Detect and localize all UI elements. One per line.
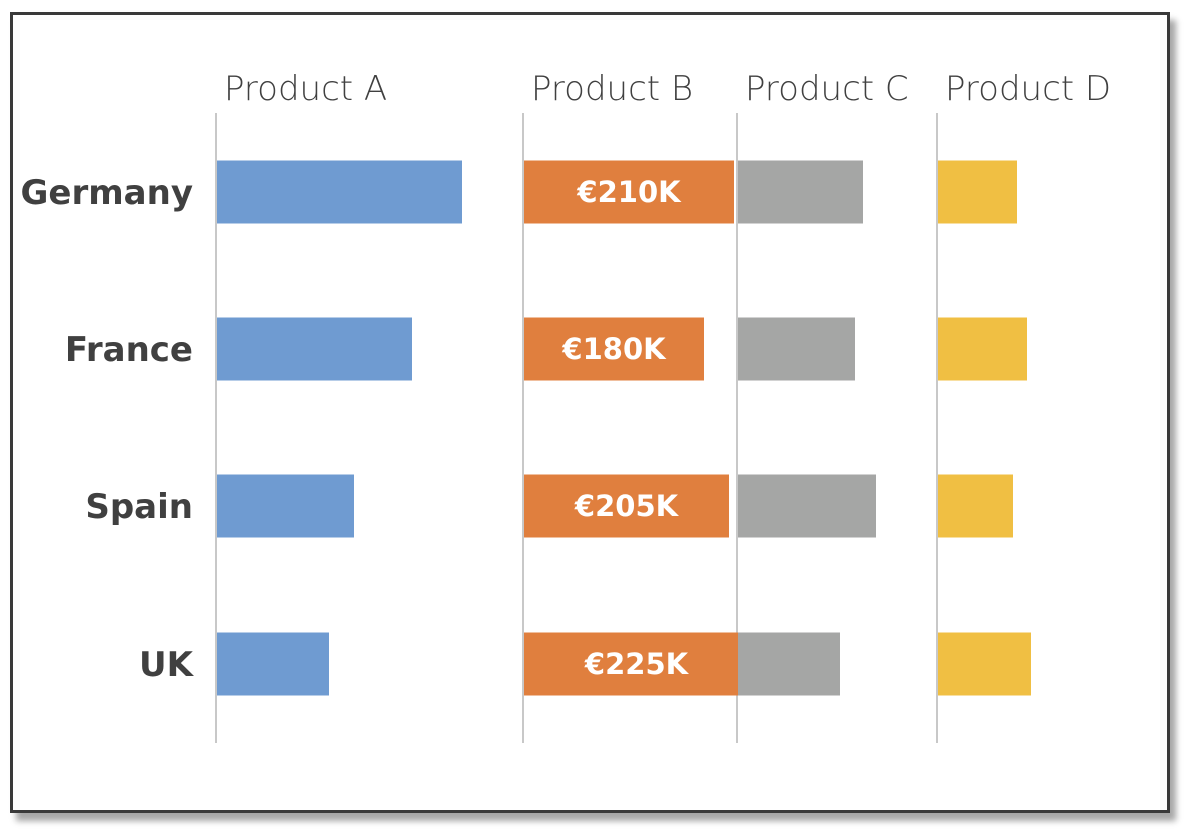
row-label-uk: UK	[139, 645, 195, 685]
row-label-france: France	[65, 330, 193, 370]
column-title-product-d: Product D	[945, 69, 1111, 109]
bar-product-a-france	[217, 317, 412, 381]
column-title-product-c: Product C	[745, 69, 909, 109]
bar-product-b-spain	[524, 474, 729, 538]
bar-product-b-germany	[524, 160, 734, 224]
data-label-product-b-france: €180K	[561, 332, 667, 366]
bar-product-c-spain	[738, 474, 876, 538]
data-label-product-b-uk: €225K	[584, 647, 690, 681]
data-label-product-b-germany: €210K	[576, 175, 682, 209]
data-label-product-b-spain: €205K	[574, 489, 680, 523]
column-title-product-a: Product A	[224, 69, 387, 109]
bar-product-d-germany	[938, 160, 1017, 224]
bar-product-a-spain	[217, 474, 354, 538]
bar-product-c-france	[738, 317, 855, 381]
bar-product-c-germany	[738, 160, 863, 224]
bar-product-b-uk	[524, 632, 749, 696]
column-title-product-b: Product B	[531, 69, 693, 109]
bar-product-b-france	[524, 317, 704, 381]
bar-product-a-germany	[217, 160, 462, 224]
bar-product-a-uk	[217, 632, 329, 696]
bar-product-d-spain	[938, 474, 1013, 538]
bar-product-c-uk	[738, 632, 840, 696]
row-label-germany: Germany	[21, 173, 193, 213]
bar-product-d-uk	[938, 632, 1031, 696]
row-label-spain: Spain	[85, 487, 193, 527]
bar-product-d-france	[938, 317, 1027, 381]
